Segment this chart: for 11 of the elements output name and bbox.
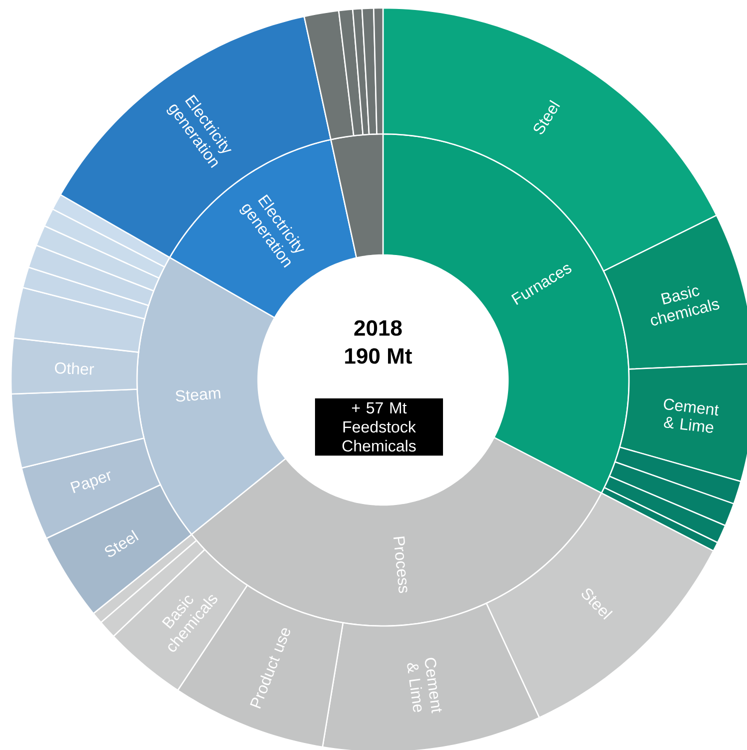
slice-label: Steam (176, 390, 221, 402)
slice-label: Basic chemicals (650, 286, 720, 326)
text: 2018 (354, 320, 402, 336)
text: 190 Mt (345, 348, 412, 364)
slice-label: Cement & Lime (407, 658, 442, 714)
slice-label: Steel (104, 530, 139, 557)
slice-label: Paper (70, 471, 110, 494)
slice-label: Other (54, 362, 94, 375)
text: + 57 Mt Feedstock Chemicals (342, 402, 416, 452)
slice-label: Cement & Lime (664, 398, 719, 433)
slice-label: Process (393, 536, 408, 594)
